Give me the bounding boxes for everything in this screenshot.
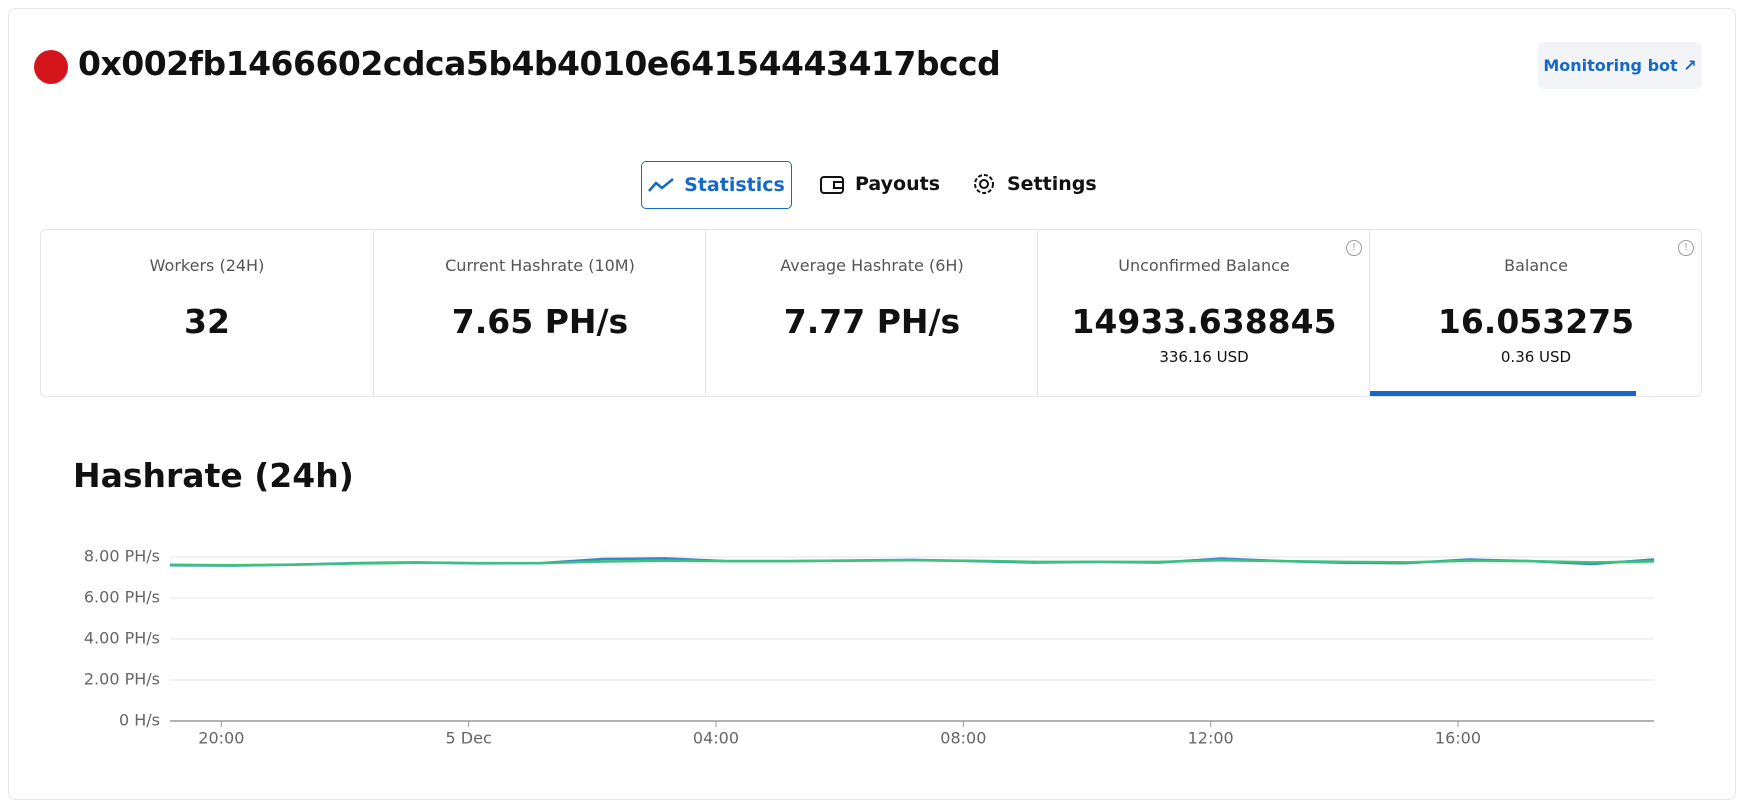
icon [648,178,674,192]
y-tick-label: 2.00 PH/s [84,670,160,689]
button-label: Monitoring bot [1543,56,1678,75]
progress-bar [1370,391,1636,396]
stat-value: 14933.638845 [1071,302,1337,341]
stat-sub: 0.36 USD [1500,348,1572,366]
y-tick-label: 8.00 PH/s [84,547,160,566]
stat-cell: Current Hashrate (10M) 7.65 PH/s [373,230,706,396]
tab-label: Settings [1007,173,1097,195]
icon [974,174,994,194]
stat-cell: ! Unconfirmed Balance 14933.638845 336.16 U… [1037,230,1370,396]
stat-label: Balance [1504,256,1568,275]
tab-label: Payouts [855,173,941,195]
y-tick-label: 6.00 PH/s [84,588,160,607]
stat-value: 7.65 PH/s [451,302,629,341]
stat-label: Current Hashrate (10M) [445,256,635,275]
address: 0x002fb1466602cdca5b4b4010e64154443417bc… [78,44,1001,83]
stat-cell: ! Balance 16.053275 0.36 USD [1369,230,1702,396]
x-tick-label: 5 Dec [446,729,492,748]
x-tick-label: 20:00 [198,729,244,748]
chart-title: Hashrate (24h) [73,456,354,495]
x-tick-label: 12:00 [1188,729,1234,748]
stat-label: Workers (24H) [149,256,265,275]
stat-label: Average Hashrate (6H) [780,256,964,275]
stat-value: 32 [184,302,230,341]
y-tick-label: 0 H/s [119,711,160,730]
x-tick-label: 16:00 [1435,729,1481,748]
series-line [169,559,1655,567]
stat-cell: Average Hashrate (6H) 7.77 PH/s [705,230,1038,396]
tab-payouts[interactable]: Payouts [819,161,940,207]
stat-cell: Workers (24H) 32 [41,230,373,396]
stat-label: Unconfirmed Balance [1118,256,1290,275]
monitoring-bot-button[interactable]: Monitoring bot ↗ [1538,42,1702,89]
info-icon[interactable]: ! [1678,240,1694,256]
icon [820,176,844,194]
y-tick-label: 4.00 PH/s [84,629,160,648]
stats-panel: Workers (24H) 32 Current Hashrate (10M) 7.… [40,229,1702,397]
tab-settings[interactable]: Settings [971,161,1097,207]
logo [34,50,68,84]
tab-statistics[interactable]: Statistics [641,161,792,209]
stat-sub: 336.16 USD [1159,348,1249,366]
tab-label: Statistics [684,174,785,196]
x-tick-label: 08:00 [940,729,986,748]
stat-value: 16.053275 [1437,302,1635,341]
info-icon[interactable]: ! [1346,240,1362,256]
stat-value: 7.77 PH/s [783,302,961,341]
x-tick-label: 04:00 [693,729,739,748]
